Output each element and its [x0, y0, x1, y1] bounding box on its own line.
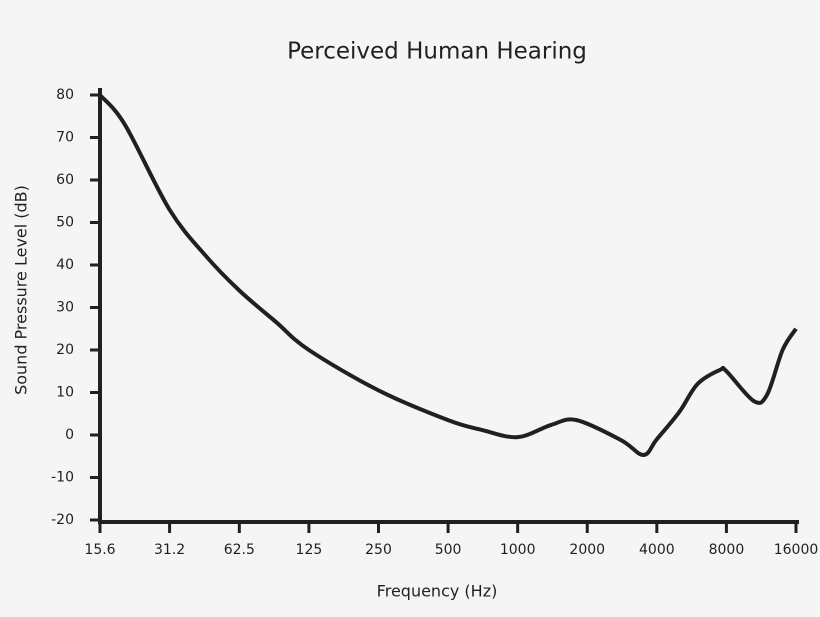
y-tick-label: 70 — [56, 130, 74, 146]
y-tick-label: -20 — [51, 512, 74, 528]
x-tick-label: 62.5 — [224, 542, 255, 558]
x-tick-label: 8000 — [709, 542, 745, 558]
y-tick-label: 30 — [56, 300, 74, 316]
y-tick-label: 40 — [56, 257, 74, 273]
y-tick-label: 60 — [56, 172, 74, 188]
x-tick-label: 250 — [365, 542, 392, 558]
x-tick-label: 125 — [296, 542, 323, 558]
y-tick-label: 80 — [56, 87, 74, 103]
x-tick-label: 15.6 — [84, 542, 115, 558]
y-tick-label: 10 — [56, 385, 74, 401]
x-axis-label: Frequency (Hz) — [377, 582, 498, 601]
y-axis-label: Sound Pressure Level (dB) — [12, 185, 31, 395]
x-tick-label: 16000 — [774, 542, 819, 558]
x-tick-label: 4000 — [639, 542, 675, 558]
x-tick-label: 500 — [435, 542, 462, 558]
chart-title: Perceived Human Hearing — [287, 39, 587, 65]
line — [98, 93, 798, 457]
x-tick-label: 31.2 — [154, 542, 185, 558]
y-tick-label: 0 — [65, 427, 74, 443]
x-tick-label: 2000 — [569, 542, 605, 558]
x-tick-label: 1000 — [500, 542, 536, 558]
y-tick-label: 50 — [56, 215, 74, 231]
y-tick-label: 20 — [56, 342, 74, 358]
y-tick-label: -10 — [51, 470, 74, 486]
